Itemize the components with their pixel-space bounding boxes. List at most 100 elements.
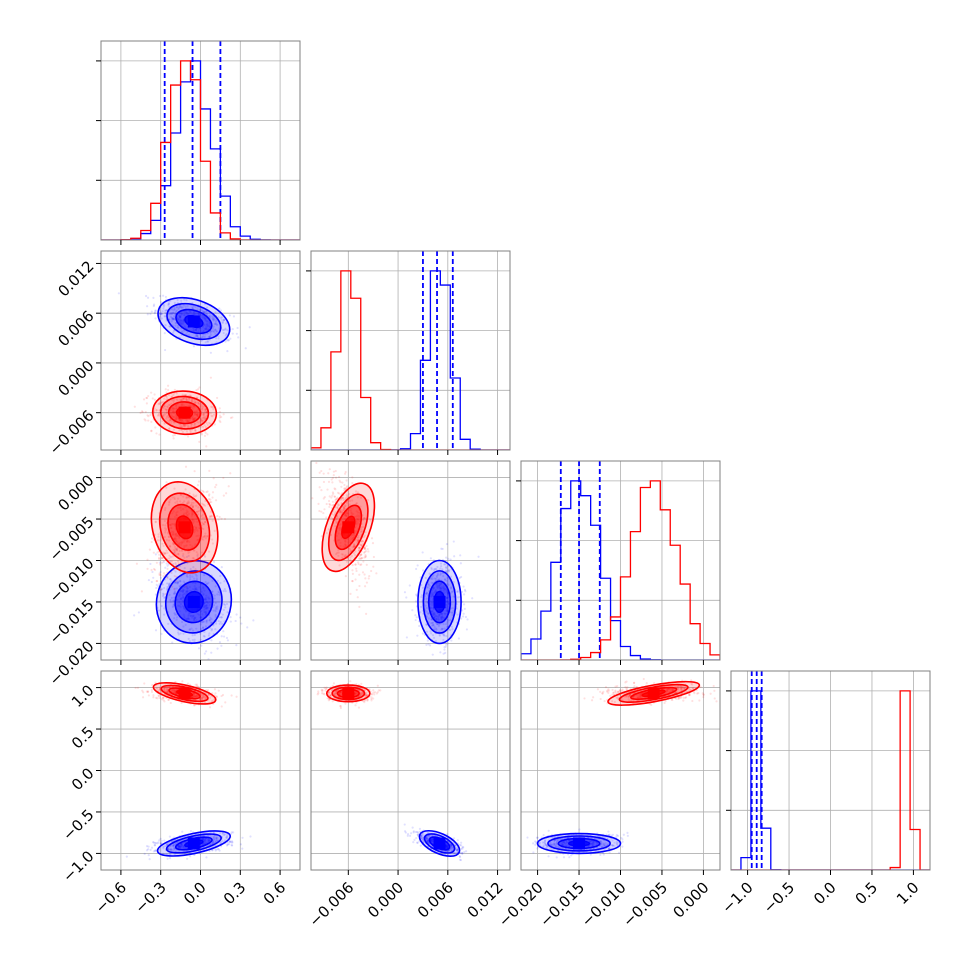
scatter-point: [214, 601, 217, 605]
scatter-point: [445, 600, 448, 603]
scatter-point: [193, 617, 196, 620]
scatter-point: [172, 318, 175, 321]
scatter-point: [340, 485, 343, 488]
y-tick-label: 0.5: [68, 723, 98, 753]
scatter-point: [320, 469, 323, 473]
scatter-point: [355, 588, 358, 591]
scatter-point: [456, 839, 459, 842]
scatter-point: [191, 511, 194, 514]
scatter-point: [446, 610, 449, 613]
scatter-point: [149, 562, 152, 566]
scatter-point: [439, 567, 442, 570]
scatter-point: [203, 317, 206, 320]
scatter-point: [202, 634, 205, 638]
scatter-point: [158, 839, 161, 842]
scatter-point: [212, 609, 215, 612]
scatter-point: [171, 312, 174, 315]
scatter-point: [185, 496, 188, 499]
scatter-point: [200, 489, 203, 492]
scatter-point: [203, 327, 206, 330]
scatter-point: [192, 493, 195, 496]
scatter-point: [175, 618, 178, 621]
scatter-point: [151, 570, 154, 574]
scatter-point: [191, 639, 194, 642]
scatter-point: [164, 506, 167, 510]
scatter-point: [219, 309, 223, 312]
scatter-point: [431, 634, 435, 637]
scatter-point: [421, 632, 424, 635]
scatter-point: [360, 563, 363, 566]
scatter-point: [443, 612, 446, 615]
scatter-point: [208, 335, 211, 338]
scatter-point: [214, 486, 217, 489]
scatter-point: [439, 587, 442, 590]
scatter-point: [355, 510, 358, 513]
scatter-point: [249, 835, 252, 838]
scatter-point: [192, 557, 195, 560]
scatter-point: [216, 605, 219, 608]
scatter-point: [210, 500, 213, 504]
scatter-point: [196, 412, 199, 416]
scatter-point: [187, 397, 190, 401]
scatter-point: [341, 481, 344, 484]
scatter-point: [229, 616, 232, 619]
scatter-point: [429, 557, 432, 560]
scatter-point: [351, 537, 354, 540]
scatter-point: [215, 396, 219, 400]
scatter-point: [173, 307, 177, 311]
scatter-point: [196, 413, 199, 416]
scatter-point: [183, 546, 186, 549]
scatter-point: [186, 587, 189, 590]
scatter-point: [185, 618, 188, 621]
scatter-point: [433, 567, 436, 571]
scatter-point: [342, 508, 345, 511]
scatter-point: [441, 612, 444, 615]
scatter-point: [353, 533, 356, 536]
scatter-point: [205, 650, 208, 653]
scatter-point: [178, 320, 181, 323]
scatter-point: [205, 606, 208, 609]
scatter-point: [165, 411, 169, 414]
scatter-point: [184, 512, 188, 515]
scatter-point: [449, 558, 452, 561]
scatter-point: [337, 475, 341, 478]
scatter-point: [458, 576, 461, 580]
scatter-point: [333, 495, 337, 498]
scatter-point: [188, 418, 192, 422]
scatter-point: [157, 609, 161, 612]
scatter-point: [352, 545, 356, 548]
scatter-point: [416, 564, 419, 567]
scatter-point: [196, 308, 199, 311]
scatter-point: [207, 634, 210, 637]
scatter-point: [215, 337, 218, 340]
scatter-point: [361, 518, 365, 521]
scatter-point: [225, 492, 228, 495]
scatter-point: [445, 589, 448, 592]
scatter-point: [174, 533, 177, 536]
scatter-point: [140, 590, 143, 593]
scatter-point: [450, 587, 453, 590]
scatter-point: [195, 329, 198, 332]
scatter-point: [183, 566, 186, 570]
scatter-point: [191, 417, 194, 420]
scatter-point: [363, 551, 366, 554]
scatter-point: [330, 496, 333, 499]
scatter-point: [440, 587, 443, 591]
scatter-point: [363, 556, 366, 559]
scatter-point: [436, 622, 439, 626]
scatter-point: [331, 481, 334, 484]
scatter-point: [207, 340, 210, 343]
scatter-point: [435, 582, 438, 586]
scatter-point: [447, 595, 450, 598]
scatter-point: [183, 556, 186, 559]
scatter-point: [181, 320, 184, 323]
scatter-point: [339, 511, 342, 514]
scatter-point: [212, 604, 215, 607]
scatter-point: [184, 424, 187, 427]
scatter-point: [477, 555, 480, 558]
scatter-point: [169, 418, 172, 422]
scatter-point: [156, 539, 160, 542]
scatter-point: [200, 590, 203, 593]
scatter-point: [434, 640, 438, 643]
scatter-point: [170, 560, 174, 563]
